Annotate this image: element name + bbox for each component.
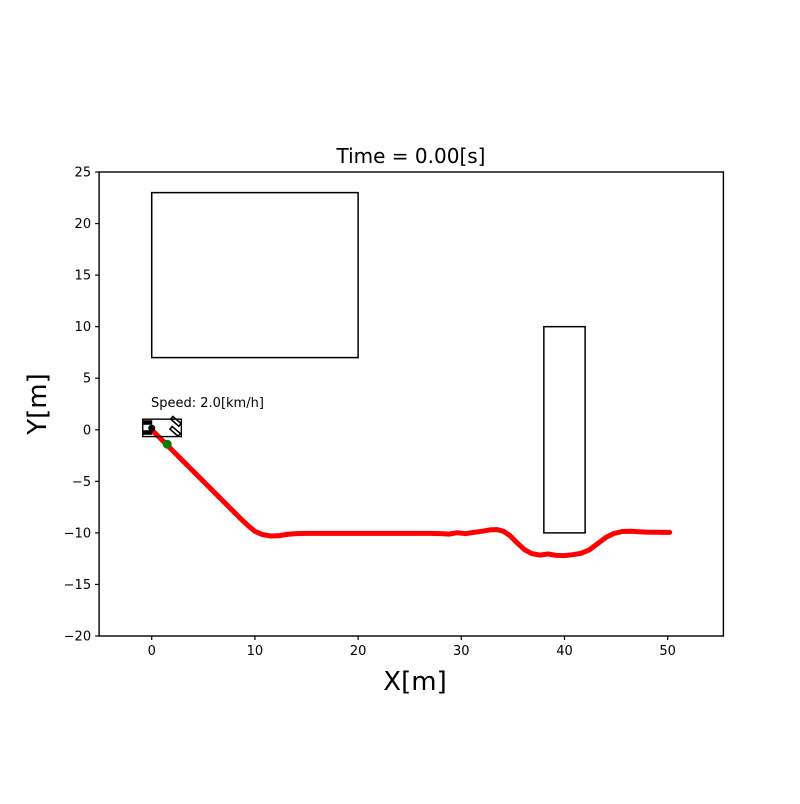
- plot-title: Time = 0.00[s]: [336, 144, 486, 168]
- y-axis-label: Y[m]: [23, 373, 53, 436]
- y-tick-label--5: −5: [72, 475, 91, 490]
- obstacle-1: [150, 191, 359, 359]
- plot-content: 0 10 20 30 40 50 −20 −15 −10 −5 0 5 10 15 20 25: [64, 166, 725, 659]
- y-tick-label-15: 15: [75, 269, 92, 284]
- y-tick-label-5: 5: [83, 372, 91, 387]
- x-tick-label-50: 50: [659, 644, 676, 659]
- y-tick-label--10: −10: [64, 526, 91, 541]
- vehicle-front-wheel-2: [168, 425, 182, 438]
- y-tick-label-20: 20: [75, 217, 92, 232]
- vehicle-rear-wheel-2: [143, 430, 153, 435]
- plot-area: [99, 172, 724, 636]
- x-tick-label-30: 30: [453, 644, 470, 659]
- x-tick-label-0: 0: [148, 644, 156, 659]
- vehicle-body: [142, 418, 183, 438]
- vehicle-front-wheel-1: [169, 415, 183, 428]
- x-tick-label-10: 10: [247, 644, 264, 659]
- x-axis-label: X[m]: [383, 667, 446, 697]
- x-tick-label-40: 40: [556, 644, 573, 659]
- target-point: [162, 439, 172, 449]
- obstacle-2: [543, 325, 586, 534]
- vehicle-rear-wheel-1: [143, 420, 153, 425]
- trajectory: [149, 427, 673, 559]
- y-tick-label--15: −15: [64, 578, 91, 593]
- y-tick-label-0: 0: [83, 423, 91, 438]
- vehicle-rear-axle-dot: [148, 424, 156, 432]
- y-tick-label--20: −20: [64, 630, 91, 645]
- y-tick-label-25: 25: [75, 166, 92, 181]
- y-tick-label-10: 10: [75, 320, 92, 335]
- plot-border: [98, 171, 725, 637]
- x-tick-label-20: 20: [350, 644, 367, 659]
- speed-annotation: Speed: 2.0[km/h]: [151, 396, 264, 411]
